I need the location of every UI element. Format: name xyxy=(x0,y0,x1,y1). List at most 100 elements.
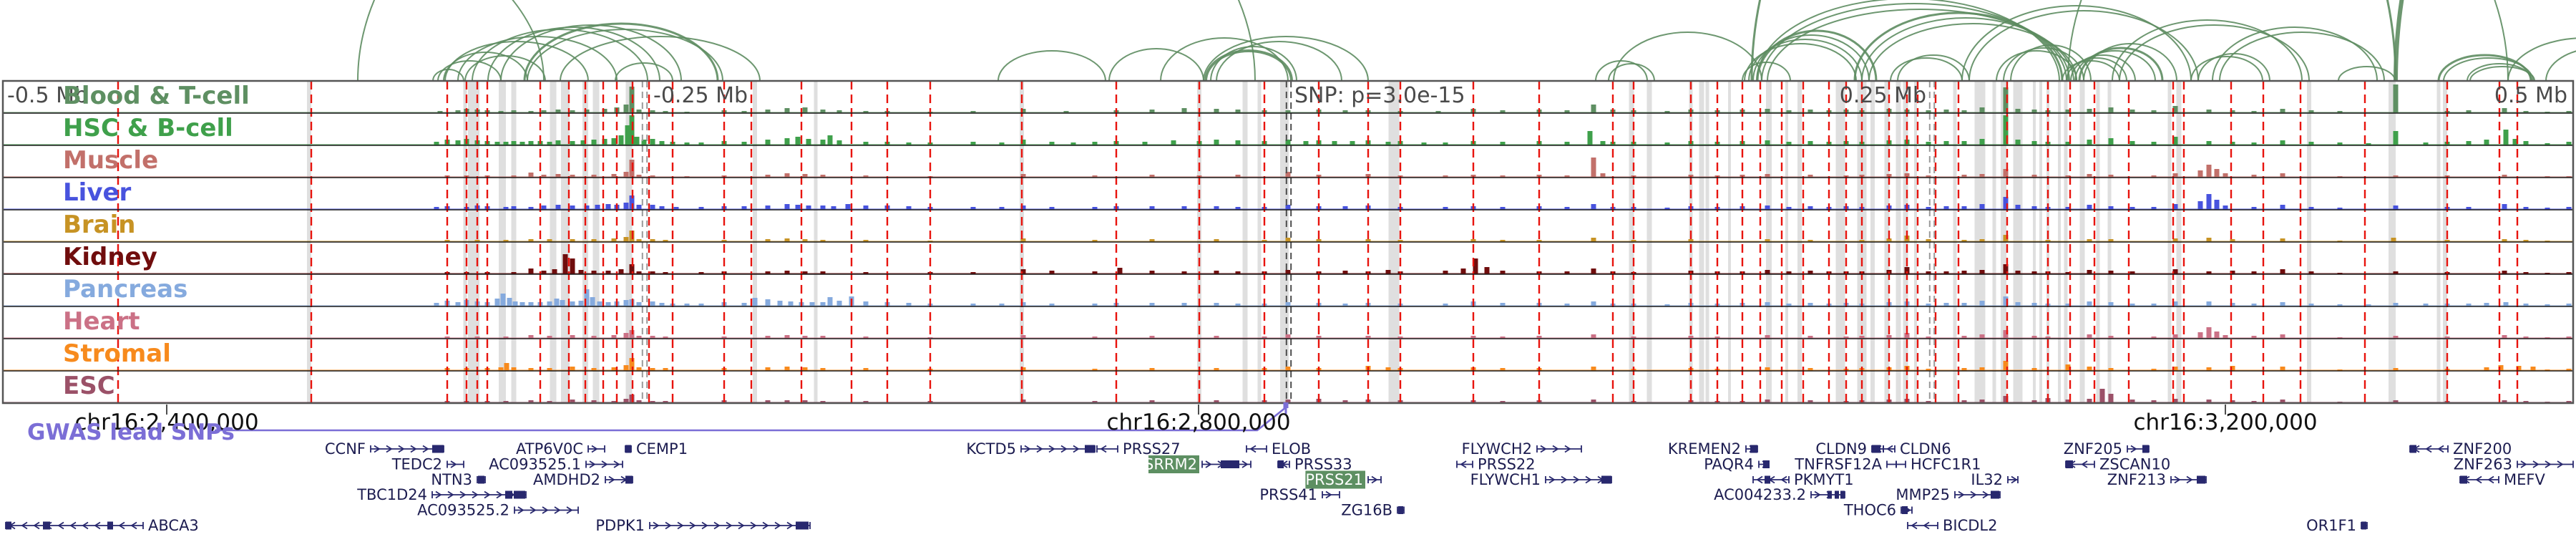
signal-bar xyxy=(1214,140,1219,145)
interaction-arc xyxy=(1897,54,1970,82)
signal-bar xyxy=(1904,333,1910,339)
signal-bar xyxy=(2280,269,2285,274)
signal-bar xyxy=(2223,205,2228,210)
signal-bar xyxy=(611,138,617,145)
signal-bar xyxy=(580,140,586,145)
signal-bar xyxy=(809,302,815,306)
signal-bar xyxy=(784,173,790,178)
signal-bar xyxy=(863,142,869,145)
signal-bar xyxy=(1500,368,1506,371)
interaction-arc xyxy=(523,22,719,82)
signal-bar xyxy=(2337,208,2343,210)
gene-label: MMP25 xyxy=(1896,486,1950,503)
signal-bar xyxy=(437,111,443,113)
interaction-arc xyxy=(2119,24,2310,82)
signal-bar xyxy=(2015,140,2021,145)
interaction-arc xyxy=(1868,23,2077,82)
signal-bar xyxy=(2129,400,2135,403)
signal-bar xyxy=(1664,304,1670,306)
signal-bar xyxy=(605,271,611,274)
signal-bar xyxy=(802,400,808,403)
gene-CLDN9: CLDN9 xyxy=(1815,440,1884,458)
interaction-arc xyxy=(1861,17,2070,82)
signal-bar xyxy=(1979,400,1985,403)
signal-bar xyxy=(511,272,517,274)
gene-label: TEDC2 xyxy=(391,456,442,473)
signal-bar xyxy=(784,335,790,339)
signal-bar xyxy=(623,333,629,339)
signal-bar xyxy=(2566,337,2572,339)
signal-bar xyxy=(528,173,534,178)
signal-bar xyxy=(570,258,575,274)
signal-bar xyxy=(636,271,642,274)
signal-bar xyxy=(1235,110,1241,113)
signal-bar xyxy=(765,239,771,242)
signal-bar xyxy=(1807,206,1813,210)
signal-bar xyxy=(2151,142,2157,145)
signal-bar xyxy=(765,367,771,371)
signal-bar xyxy=(547,368,552,371)
signal-bar xyxy=(503,142,509,145)
signal-bar xyxy=(547,142,552,145)
signal-bar xyxy=(845,204,851,210)
signal-bar xyxy=(444,337,450,339)
signal-bar xyxy=(504,363,509,371)
gene-ZNF263: ZNF263 xyxy=(2454,456,2574,473)
signal-bar xyxy=(741,142,747,145)
signal-bar xyxy=(2108,394,2114,403)
signal-bar xyxy=(2108,107,2114,113)
signal-bar xyxy=(494,299,500,306)
signal-bar xyxy=(2087,140,2092,145)
interaction-arc xyxy=(2338,66,2396,82)
signal-bar xyxy=(2545,241,2550,242)
signal-bar xyxy=(684,142,690,145)
signal-bar xyxy=(2545,369,2550,371)
signal-bar xyxy=(519,142,525,145)
signal-bar xyxy=(752,298,758,306)
signal-bar xyxy=(1350,141,1355,145)
signal-bar xyxy=(611,174,617,178)
signal-bar xyxy=(2015,205,2021,210)
signal-bar xyxy=(795,137,801,145)
signal-bar xyxy=(2065,175,2071,178)
signal-bar xyxy=(802,239,808,242)
interaction-arc xyxy=(2010,44,2092,82)
signal-bar xyxy=(1149,336,1155,339)
signal-bar xyxy=(1631,240,1636,242)
signal-bar xyxy=(1285,140,1291,145)
signal-bar xyxy=(1500,337,1506,339)
signal-bar xyxy=(1500,303,1506,306)
interaction-arc xyxy=(2190,56,2263,82)
signal-bar xyxy=(541,205,547,210)
interaction-arc xyxy=(1853,11,2064,82)
interaction-arc xyxy=(1961,5,2192,82)
signal-bar xyxy=(2423,304,2429,306)
signal-bar xyxy=(999,207,1005,210)
signal-bar xyxy=(1285,270,1291,274)
signal-bar xyxy=(602,139,608,145)
signal-bar xyxy=(2223,173,2228,178)
signal-bar xyxy=(2087,174,2092,178)
gwas-snp-marker xyxy=(1283,402,1289,408)
signal-bar xyxy=(528,400,534,403)
gene-MEFV: MEFV xyxy=(2459,471,2545,488)
signal-bar xyxy=(1214,303,1219,306)
signal-bar xyxy=(1435,111,1441,113)
signal-bar xyxy=(1421,142,1427,145)
signal-bar xyxy=(2423,142,2429,145)
signal-bar xyxy=(2280,367,2285,371)
signal-bar xyxy=(554,299,560,306)
signal-bar xyxy=(1342,110,1348,113)
signal-bar xyxy=(831,206,836,210)
gene-PAQR4: PAQR4 xyxy=(1704,456,1770,473)
signal-bar xyxy=(1214,368,1219,371)
signal-bar xyxy=(2003,330,2009,339)
signal-bar xyxy=(578,301,584,306)
signal-bar xyxy=(698,207,704,210)
signal-bar xyxy=(1664,208,1670,210)
signal-bar xyxy=(2280,238,2285,242)
signal-bar xyxy=(2172,106,2178,113)
interaction-arc xyxy=(560,36,761,82)
signal-bar xyxy=(623,365,629,371)
